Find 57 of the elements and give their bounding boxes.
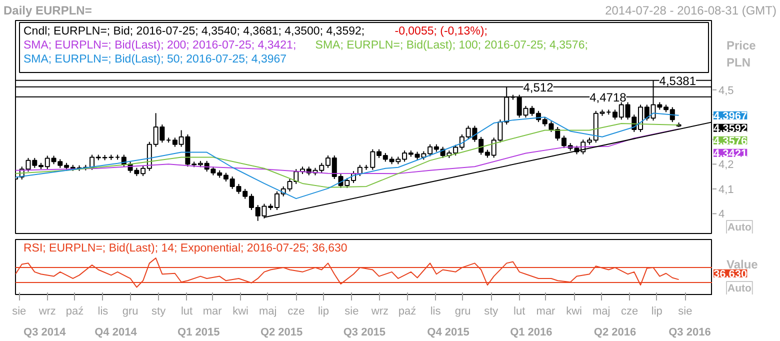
x2-tick-label: Q4 2015	[427, 326, 470, 338]
text: Auto	[728, 282, 752, 294]
x-tick-label: lut	[180, 306, 193, 318]
x-tick-label: sty	[152, 306, 166, 318]
x-tick-label: wrz	[370, 306, 388, 318]
x-tick-label: gru	[454, 306, 471, 318]
text: SMA; EURPLN=; Bid(Last); 100; 2016-07-25; 4,3576;	[315, 40, 588, 52]
x2-tick-label: Q3 2015	[343, 326, 386, 338]
text: SMA; EURPLN=; Bid(Last); 50; 2016-07-25; 4,3967	[24, 54, 287, 66]
x2-tick-label: Q4 2014	[94, 326, 138, 338]
series-label: RSI; EURPLN=; Bid(Last); 14; Exponential; 2016-07-25; 36,630	[24, 242, 348, 254]
x-tick-label: kwi	[232, 306, 248, 318]
x2-tick-label: Q3 2014	[24, 326, 67, 338]
x-tick-label: mar	[536, 306, 556, 318]
x-tick-label: maj	[592, 306, 610, 318]
x-tick-label: cze	[621, 306, 638, 318]
x-tick-label: sty	[484, 306, 499, 318]
x-tick-label: lis	[98, 306, 109, 318]
ref-line-label: 4,5381	[659, 74, 696, 88]
text: 4,3592	[714, 122, 748, 135]
x2-tick-label: Q1 2016	[510, 326, 552, 338]
text: 4,3576	[714, 135, 748, 148]
text: Auto	[728, 222, 752, 234]
x-tick-label: mar	[202, 306, 222, 318]
x-tick-label: sie	[12, 306, 26, 318]
x-tick-label: lis	[430, 306, 442, 318]
x-tick-label: lut	[514, 306, 526, 318]
x-tick-label: kwi	[566, 306, 582, 318]
y-tick-label: 4,1	[718, 184, 734, 196]
x-tick-label: paź	[66, 306, 84, 318]
x-tick-label: paź	[398, 306, 416, 318]
y-axis-title: Price PLN	[726, 38, 756, 70]
text: 4,3967	[714, 110, 748, 122]
annotation: Cndl; EURPLN=; Bid; 2016-07-25; 4,3540; 4,3681; 4,3500; 4,3592;	[24, 26, 365, 38]
x2-tick-label: Q2 2016	[594, 326, 636, 338]
ref-line-label: 4,4718	[590, 90, 627, 104]
x-tick-label: wrz	[38, 306, 56, 318]
x-tick-label: gru	[122, 306, 138, 318]
ref-line-label: 4,512	[523, 80, 554, 94]
text: 36,630	[714, 268, 748, 280]
y-tick-label: 4,5	[718, 84, 734, 97]
x2-tick-label: Q1 2015	[178, 326, 220, 338]
x-tick-label: cze	[288, 306, 305, 318]
chart-title: Daily EURPLN=	[4, 4, 92, 18]
x2-tick-label: Q2 2015	[260, 326, 303, 338]
annotation: -0,0055; (-0,13%);	[394, 26, 488, 38]
y-tick-label: 4,2	[718, 159, 734, 172]
x2-tick-label: Q3 2016	[668, 326, 711, 338]
x-tick-label: sie	[678, 306, 692, 318]
x-tick-label: lip	[318, 306, 329, 318]
x-tick-label: maj	[259, 306, 277, 318]
text: 4,3421	[714, 148, 748, 160]
y-tick-label: 4	[718, 208, 725, 221]
x-tick-label: lip	[651, 306, 662, 318]
text: SMA; EURPLN=; Bid(Last); 200; 2016-07-25; 4,3421;	[24, 40, 296, 52]
x-tick-label: sie	[344, 306, 359, 318]
chart-subtitle: 2014-07-28 - 2016-08-31 (GMT)	[605, 4, 777, 18]
